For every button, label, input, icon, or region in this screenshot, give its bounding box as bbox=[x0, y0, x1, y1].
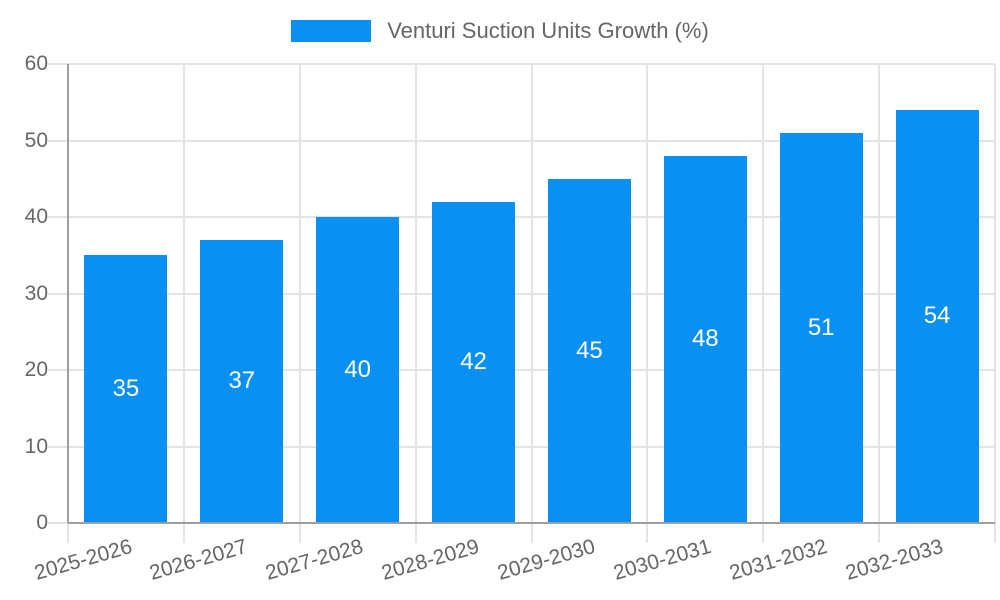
bar[interactable]: 54 bbox=[895, 109, 979, 523]
plot-area: 0 10 20 30 40 50 60 35 37 40 42 45 48 51 54 2025-2026 20… bbox=[25, 52, 996, 585]
bar[interactable]: 48 bbox=[663, 155, 747, 523]
y-axis-tick-label: 20 bbox=[24, 358, 48, 381]
y-axis-tick-label: 40 bbox=[24, 205, 48, 228]
x-axis-tick bbox=[878, 523, 881, 543]
x-axis-category-label: 2030-2031 bbox=[610, 535, 714, 585]
bar[interactable]: 42 bbox=[432, 201, 516, 523]
bar-value-label: 54 bbox=[923, 302, 951, 330]
x-axis-tick bbox=[646, 523, 649, 543]
v-gridline bbox=[878, 64, 881, 523]
x-axis-tick bbox=[530, 523, 533, 543]
y-axis-tick bbox=[48, 139, 68, 142]
bar-value-label: 40 bbox=[344, 356, 372, 383]
legend-series-label[interactable]: Venturi Suction Units Growth (%) bbox=[387, 18, 709, 43]
y-axis-tick bbox=[48, 369, 68, 371]
bar-value-label: 48 bbox=[691, 325, 719, 353]
bar[interactable]: 51 bbox=[779, 132, 863, 523]
legend-color-swatch[interactable] bbox=[291, 20, 372, 42]
y-axis-tick-label: 60 bbox=[24, 52, 48, 75]
y-axis-tick-label: 30 bbox=[24, 281, 48, 305]
x-axis-category-label: 2025-2026 bbox=[31, 535, 135, 585]
x-axis-category-label: 2026-2027 bbox=[147, 535, 251, 585]
y-axis-tick bbox=[48, 216, 68, 218]
y-axis-tick bbox=[48, 522, 68, 524]
chart-legend[interactable]: Venturi Suction Units Growth (%) bbox=[0, 18, 1000, 44]
x-axis-line bbox=[68, 522, 995, 524]
bar-value-label: 42 bbox=[460, 348, 487, 376]
bar-value-label: 37 bbox=[228, 367, 256, 395]
x-axis-category-label: 2028-2029 bbox=[379, 535, 482, 585]
y-axis-tick-label: 50 bbox=[24, 128, 48, 152]
x-axis-tick bbox=[994, 523, 996, 543]
bar[interactable]: 40 bbox=[316, 217, 400, 523]
bar[interactable]: 45 bbox=[547, 178, 631, 523]
v-gridline bbox=[298, 64, 301, 523]
v-gridline bbox=[762, 64, 765, 523]
v-gridline bbox=[530, 64, 533, 523]
v-gridline bbox=[646, 64, 649, 523]
x-axis-category-label: 2029-2030 bbox=[494, 535, 598, 585]
bar-value-label: 35 bbox=[112, 375, 140, 403]
x-axis-category-label: 2032-2033 bbox=[842, 535, 946, 585]
bar[interactable]: 37 bbox=[200, 239, 284, 523]
v-gridline bbox=[182, 64, 185, 523]
x-axis-tick bbox=[762, 523, 765, 543]
bar[interactable]: 35 bbox=[84, 255, 168, 523]
y-axis-line bbox=[67, 64, 69, 523]
x-axis-tick bbox=[298, 523, 301, 543]
x-axis-category-label: 2027-2028 bbox=[263, 535, 367, 585]
v-gridline bbox=[414, 64, 417, 523]
y-axis-tick bbox=[48, 445, 68, 448]
y-axis-tick-label: 0 bbox=[36, 511, 48, 534]
y-axis-tick bbox=[48, 63, 68, 65]
y-axis-tick bbox=[48, 292, 68, 295]
bar-value-label: 51 bbox=[807, 313, 835, 341]
x-axis-tick bbox=[67, 523, 69, 543]
bar-value-label: 45 bbox=[576, 336, 603, 364]
x-axis-tick bbox=[182, 523, 185, 543]
v-gridline bbox=[994, 64, 996, 523]
x-axis-tick bbox=[414, 523, 417, 543]
y-axis-tick-label: 10 bbox=[24, 434, 48, 458]
x-axis-category-label: 2031-2032 bbox=[726, 535, 830, 585]
